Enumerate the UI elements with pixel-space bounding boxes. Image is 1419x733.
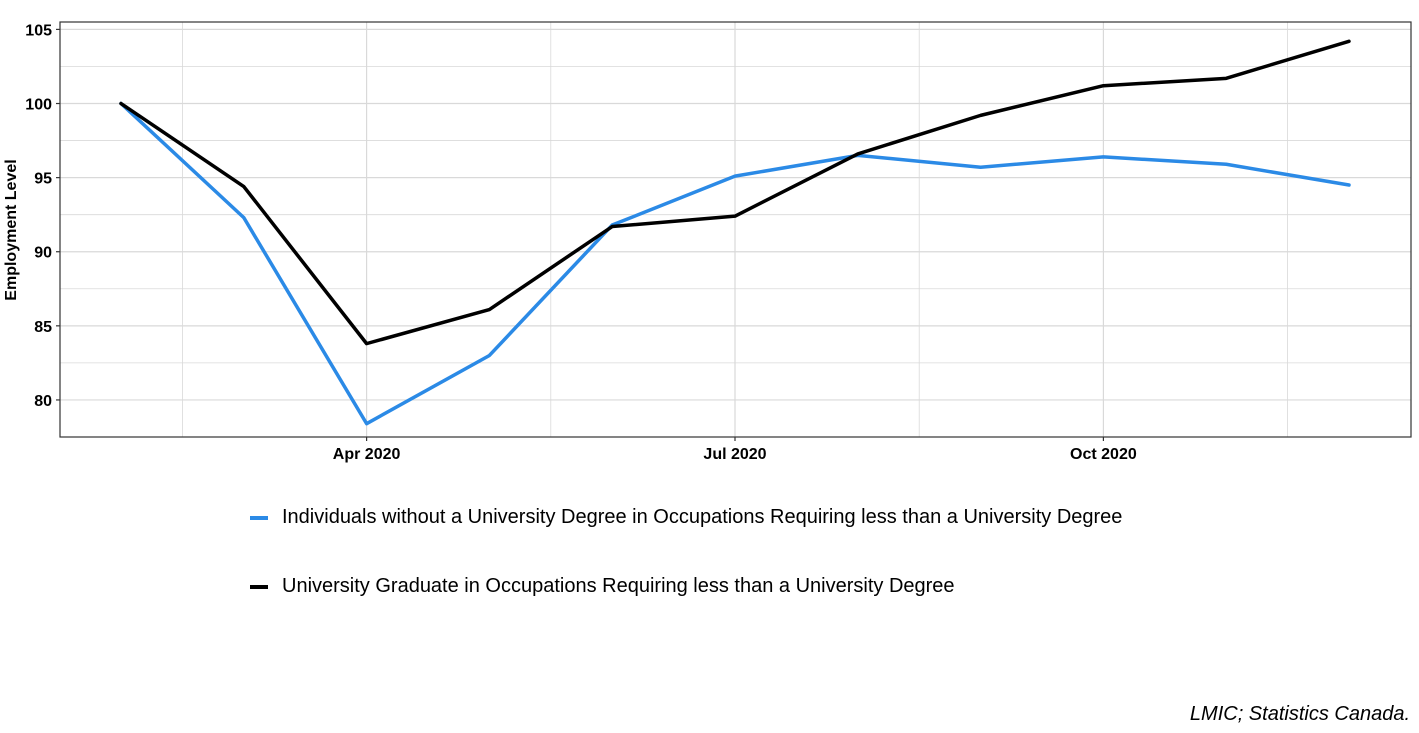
x-tick-label: Jul 2020 [703,446,766,463]
source-note: LMIC; Statistics Canada. [1189,703,1410,725]
y-tick-label: 100 [25,97,52,114]
y-tick-label: 85 [34,319,52,336]
y-tick-label: 95 [34,171,52,188]
y-tick-label: 80 [34,393,52,410]
x-axis-ticks: Apr 2020 Jul 2020 Oct 2020 [333,437,1137,463]
grid-lines [60,22,1411,437]
x-tick-label: Oct 2020 [1070,446,1137,463]
legend-item-no-degree: Individuals without a University Degree … [250,506,1122,529]
y-tick-label: 105 [25,22,52,39]
series-lines [119,39,1351,426]
series-line-graduate [119,39,1351,346]
y-axis-title: Employment Level [3,159,20,300]
legend-label-graduate: University Graduate in Occupations Requi… [282,575,955,597]
series-line-no-degree [119,101,1351,426]
legend-swatch-graduate [250,584,268,589]
x-tick-label: Apr 2020 [333,446,401,463]
legend-swatch-no-degree [250,515,268,520]
y-tick-label: 90 [34,245,52,262]
legend-item-graduate: University Graduate in Occupations Requi… [250,575,955,598]
y-axis-ticks: 80 85 90 95 100 105 [25,22,60,410]
legend-label-no-degree: Individuals without a University Degree … [282,506,1123,528]
